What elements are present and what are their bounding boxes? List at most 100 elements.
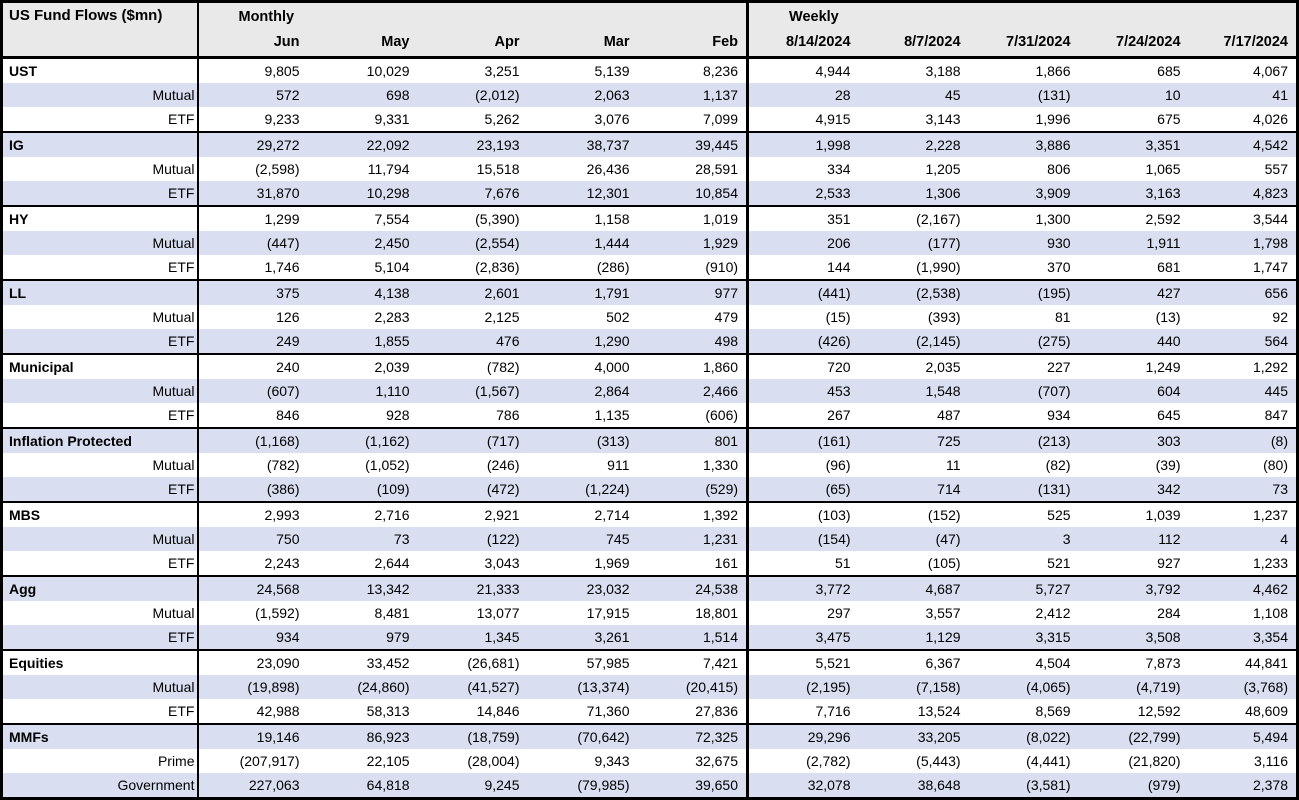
table-row: HY 1,299 7,554 (5,390) 1,158 1,019 351 (2,167) 1… <box>1 205 1298 231</box>
cell-monthly-value: (5,390) <box>417 205 528 231</box>
cell-monthly-value: (2,836) <box>475 259 520 275</box>
cell-monthly-value: 42,988 <box>256 703 300 719</box>
cell-monthly-value: 8,481 <box>374 605 410 621</box>
cell-weekly-value: 5,494 <box>1188 723 1298 749</box>
cell-monthly-value: (2,598) <box>255 161 300 177</box>
cell-monthly-value: 249 <box>197 329 308 354</box>
cell-weekly-value: 1,249 <box>1078 353 1189 379</box>
cell-monthly-value: 5,262 <box>484 111 520 127</box>
table-body: UST 9,805 10,029 3,251 5,139 8,236 4,944 3,188 1… <box>1 57 1298 799</box>
cell-monthly-value: (28,004) <box>467 753 520 769</box>
cell-weekly-value: 297 <box>746 601 859 625</box>
cell-weekly-value: (3,768) <box>1188 675 1298 699</box>
cell-monthly-value: 10,029 <box>366 63 410 79</box>
cell-weekly-value: 1,911 <box>1078 231 1189 255</box>
cell-monthly-value: (2,012) <box>417 83 528 107</box>
cell-weekly-value: 453 <box>746 379 859 403</box>
cell-weekly-value: 3,163 <box>1078 181 1189 206</box>
cell-monthly-value: 39,445 <box>637 131 748 157</box>
cell-weekly-value: (15) <box>746 305 859 329</box>
cell-weekly-value: 3,544 <box>1188 205 1298 231</box>
column-header-may: May <box>307 31 418 59</box>
cell-monthly-value: 227,063 <box>197 773 308 799</box>
cell-weekly-value: 227 <box>968 353 1079 379</box>
cell-monthly-value: 3,251 <box>484 63 520 79</box>
cell-monthly-value: 4,000 <box>527 353 638 379</box>
cell-monthly-value: 1,345 <box>417 625 528 650</box>
column-header-jun: Jun <box>197 31 308 59</box>
cell-weekly-value: 267 <box>746 403 859 428</box>
cell-weekly-value: 28 <box>746 83 859 107</box>
cell-monthly-value: 9,233 <box>264 111 300 127</box>
cell-weekly-value: (2,145) <box>858 329 969 354</box>
table-row: UST 9,805 10,029 3,251 5,139 8,236 4,944 3,188 1… <box>1 57 1298 83</box>
cell-monthly-value: 1,330 <box>702 457 739 473</box>
cell-monthly-value: 476 <box>417 329 528 354</box>
row-sub-label: Mutual <box>1 157 199 181</box>
column-header-week-1: 8/14/2024 <box>746 31 859 59</box>
cell-weekly-value: 927 <box>1157 555 1181 571</box>
cell-monthly-value: 977 <box>637 279 748 305</box>
cell-monthly-value: (910) <box>705 259 739 275</box>
cell-monthly-value: (24,860) <box>307 675 418 699</box>
cell-weekly-value: 4,915 <box>746 107 859 132</box>
row-group-label: Agg <box>1 575 199 601</box>
cell-weekly-value: (195) <box>968 279 1079 305</box>
header-columns-row: Jun May Apr Mar Feb 8/14/2024 8/7/2024 7… <box>2 31 1298 59</box>
table-row: ETF 2,243 2,644 3,043 1,969 161 51 (105) 521 927 1… <box>1 551 1298 576</box>
cell-monthly-value: 2,125 <box>484 309 520 325</box>
cell-weekly-value: 2,412 <box>1035 605 1071 621</box>
row-group-label: Equities <box>1 649 199 675</box>
row-sub-label: ETF <box>1 403 199 428</box>
cell-weekly-value: (131) <box>968 477 1079 502</box>
row-sub-label: Mutual <box>1 601 199 625</box>
cell-monthly-value: 15,518 <box>476 161 520 177</box>
cell-monthly-value: 9,331 <box>374 111 410 127</box>
table-row: Mutual 572 698 (2,012) 2,063 1,137 28 45 (131) 10… <box>1 83 1298 107</box>
cell-weekly-value: (213) <box>968 427 1079 453</box>
cell-monthly-value: (386) <box>197 477 308 502</box>
row-sub-label: ETF <box>1 255 199 280</box>
cell-weekly-value: 13,524 <box>917 703 961 719</box>
cell-weekly-value: (4,065) <box>968 675 1079 699</box>
cell-monthly-value: 126 <box>276 309 300 325</box>
cell-weekly-value: 2,378 <box>1188 773 1298 799</box>
row-sub-label: Mutual <box>1 83 199 107</box>
cell-weekly-value: 8,569 <box>1035 703 1071 719</box>
row-group-label: Municipal <box>1 353 199 379</box>
cell-weekly-value: (7,158) <box>858 675 969 699</box>
cell-monthly-value: 2,993 <box>197 501 308 527</box>
cell-weekly-value: 44,841 <box>1188 649 1298 675</box>
table-row: Government 227,063 64,818 9,245 (79,985) 39,6… <box>1 773 1298 799</box>
cell-monthly-value: (70,642) <box>527 723 638 749</box>
cell-weekly-value: (154) <box>746 527 859 551</box>
cell-monthly-value: 698 <box>307 83 418 107</box>
cell-monthly-value: (246) <box>486 457 520 473</box>
cell-weekly-value: 3,143 <box>925 111 961 127</box>
cell-monthly-value: 29,272 <box>197 131 308 157</box>
cell-weekly-value: 10 <box>1078 83 1189 107</box>
cell-monthly-value: 17,915 <box>586 605 630 621</box>
cell-weekly-value: 3,886 <box>968 131 1079 157</box>
cell-weekly-value: 2,035 <box>858 353 969 379</box>
cell-monthly-value: 58,313 <box>366 703 410 719</box>
cell-weekly-value: 1,306 <box>858 181 969 206</box>
cell-weekly-value: 3,351 <box>1078 131 1189 157</box>
cell-monthly-value: 27,836 <box>695 703 739 719</box>
cell-monthly-value: 1,514 <box>637 625 748 650</box>
cell-weekly-value: 3,315 <box>968 625 1079 650</box>
cell-weekly-value: (2,167) <box>858 205 969 231</box>
cell-weekly-value: 806 <box>1047 161 1071 177</box>
table-row: Inflation Protected (1,168) (1,162) (717) (3… <box>1 427 1298 453</box>
cell-monthly-value: 7,554 <box>307 205 418 231</box>
cell-weekly-value: 1,866 <box>1035 63 1071 79</box>
cell-monthly-value: (13,374) <box>527 675 638 699</box>
cell-monthly-value: (109) <box>307 477 418 502</box>
cell-monthly-value: 32,675 <box>695 753 739 769</box>
cell-weekly-value: 720 <box>746 353 859 379</box>
cell-weekly-value: 7,716 <box>746 699 859 724</box>
cell-weekly-value: 2,533 <box>746 181 859 206</box>
cell-monthly-value: 9,343 <box>594 753 630 769</box>
cell-weekly-value: 2,228 <box>858 131 969 157</box>
cell-weekly-value: 32,078 <box>746 773 859 799</box>
